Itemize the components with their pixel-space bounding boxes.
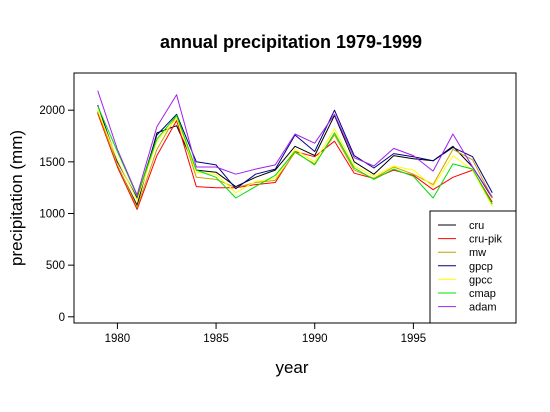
legend-label-cru: cru: [469, 220, 484, 232]
legend-label-cru-pik: cru-pik: [469, 234, 503, 246]
y-tick-label: 1500: [39, 157, 65, 169]
y-tick-label: 1000: [39, 208, 65, 220]
x-tick-label: 1995: [401, 333, 427, 345]
legend-box: [429, 210, 517, 324]
series-line-cmap: [97, 105, 493, 205]
y-axis: 0 500 1000 1500 2000: [39, 105, 74, 324]
legend-label-gpcc: gpcc: [469, 274, 493, 286]
series-line-gpcp: [97, 104, 493, 199]
legend-label-mw: mw: [469, 247, 486, 259]
x-tick-label: 1985: [203, 333, 229, 345]
y-axis-label: precipitation (mm): [7, 130, 26, 266]
y-tick-label: 0: [59, 312, 65, 324]
x-axis: 1980 1985 1990 1995: [105, 323, 427, 345]
y-tick-label: 2000: [39, 105, 65, 117]
chart-title: annual precipitation 1979-1999: [160, 32, 422, 52]
y-tick-label: 500: [46, 260, 65, 272]
legend-label-cmap: cmap: [469, 288, 496, 300]
x-tick-label: 1990: [302, 333, 328, 345]
plot-frame: [73, 72, 517, 324]
series-line-gpcc: [97, 110, 493, 207]
legend-label-gpcp: gpcp: [469, 261, 493, 273]
x-tick-label: 1980: [105, 333, 131, 345]
series-lines: [97, 90, 493, 210]
legend-label-adam: adam: [469, 302, 497, 314]
x-axis-label: year: [275, 358, 308, 377]
series-line-mw: [97, 111, 493, 208]
series-line-adam: [97, 90, 493, 198]
